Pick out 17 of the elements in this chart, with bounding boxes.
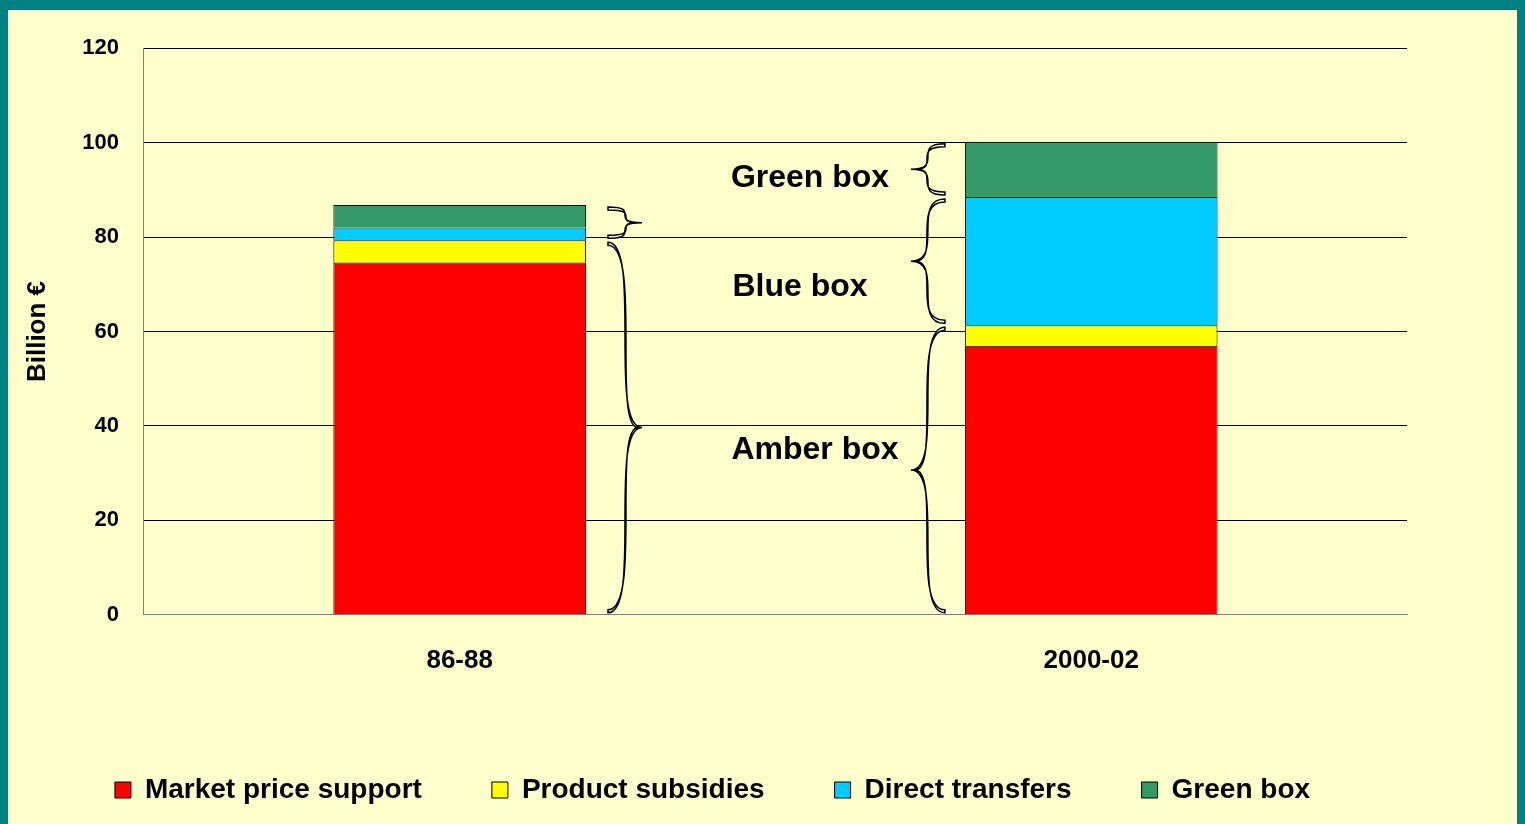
legend-label: Product subsidies [521, 772, 765, 804]
y-tick-label: 60 [94, 317, 119, 343]
legend-label: Green box [1171, 772, 1311, 804]
annotation: Green box [730, 157, 890, 194]
y-tick-label: 100 [82, 128, 119, 154]
y-tick-label: 120 [82, 34, 119, 60]
y-axis-title: Billion € [20, 280, 51, 383]
y-tick-label: 20 [94, 506, 119, 532]
annotation: Amber box [731, 429, 899, 466]
x-tick-label: 2000-02 [1043, 643, 1139, 674]
legend-label: Direct transfers [864, 772, 1072, 804]
x-tick-label: 86-88 [426, 643, 493, 674]
annotation: Blue box [732, 266, 868, 303]
y-tick-label: 80 [94, 223, 119, 249]
y-tick-label: 0 [106, 600, 119, 626]
y-tick-label: 40 [94, 412, 119, 437]
legend-label: Market price support [144, 772, 422, 804]
